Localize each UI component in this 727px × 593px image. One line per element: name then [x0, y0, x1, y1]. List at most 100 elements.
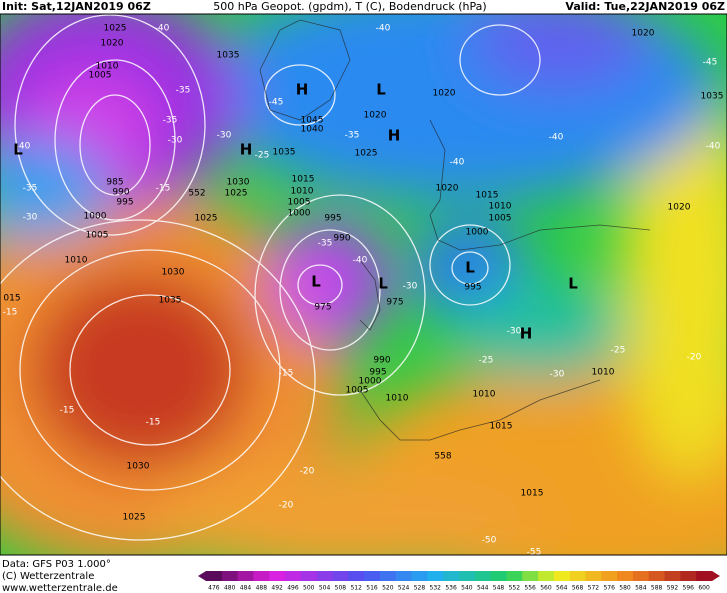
- temperature-label: -30: [168, 136, 183, 146]
- temperature-label: -20: [279, 501, 294, 511]
- pressure-center: L: [13, 141, 23, 159]
- colorbar-label: 480: [224, 585, 236, 592]
- colorbar-label: 532: [430, 585, 442, 592]
- colorbar-label: 556: [524, 585, 536, 592]
- pressure-label: 1035: [159, 296, 182, 306]
- copyright: (C) Wetterzentrale: [2, 571, 94, 582]
- colorbar-label: 552: [509, 585, 521, 592]
- pressure-label: 1015: [292, 175, 315, 185]
- colorbar-swatch: [459, 571, 476, 581]
- colorbar-swatch: [269, 571, 286, 581]
- colorbar-swatch: [490, 571, 507, 581]
- pressure-label: 1035: [273, 148, 296, 158]
- pressure-label: 1015: [476, 191, 499, 201]
- pressure-label: 990: [112, 188, 129, 198]
- temperature-label: -25: [611, 346, 626, 356]
- pressure-label: 1000: [359, 377, 382, 387]
- colorbar-swatch: [443, 571, 460, 581]
- pressure-label: 1020: [668, 203, 691, 213]
- pressure-label: 1010: [65, 256, 88, 266]
- colorbar-label: 560: [540, 585, 552, 592]
- colorbar-swatch: [696, 571, 713, 581]
- colorbar-swatch: [285, 571, 302, 581]
- temperature-label: -35: [176, 86, 191, 96]
- pressure-label: 1030: [162, 268, 185, 278]
- colorbar-swatch: [300, 571, 318, 581]
- colorbar-swatch: [648, 571, 666, 581]
- colorbar-label: 524: [398, 585, 410, 592]
- pressure-label: 995: [116, 198, 133, 208]
- temperature-label: -15: [60, 406, 75, 416]
- pressure-label: 1035: [217, 51, 240, 61]
- temperature-label: -35: [318, 239, 333, 249]
- pressure-label: 995: [324, 214, 341, 224]
- colorbar-label: 600: [698, 585, 710, 592]
- colorbar-swatch: [411, 571, 428, 581]
- data-source: Data: GFS P03 1.000°: [2, 559, 111, 570]
- colorbar-swatch: [348, 571, 365, 581]
- pressure-center: L: [568, 275, 578, 293]
- pressure-label: 1005: [346, 386, 369, 396]
- pressure-center: H: [240, 141, 253, 159]
- colorbar-label: 536: [445, 585, 457, 592]
- init-time: Init: Sat,12JAN2019 06Z: [2, 0, 151, 13]
- temperature-label: -40: [706, 142, 721, 152]
- temperature-label: -30: [217, 131, 232, 141]
- colorbar-label: 580: [619, 585, 631, 592]
- colorbar-swatch: [395, 571, 413, 581]
- colorbar-swatch: [569, 571, 586, 581]
- website: www.wetterzentrale.de: [2, 583, 118, 593]
- pressure-label: 1030: [227, 178, 250, 188]
- colorbar-label: 496: [287, 585, 299, 592]
- colorbar-label: 544: [477, 585, 489, 592]
- colorbar-label: 492: [271, 585, 283, 592]
- colorbar-label: 548: [493, 585, 505, 592]
- pressure-label: 1025: [104, 24, 127, 34]
- pressure-label: 1010: [96, 62, 119, 72]
- temperature-label: -15: [146, 418, 161, 428]
- pressure-label: 1020: [632, 29, 655, 39]
- colorbar-label: 592: [667, 585, 679, 592]
- pressure-label: 975: [386, 298, 403, 308]
- pressure-label: 1025: [123, 513, 146, 523]
- pressure-label: 1010: [592, 368, 615, 378]
- colorbar-swatch: [601, 571, 618, 581]
- colorbar-swatch: [316, 571, 333, 581]
- colorbar-swatch: [632, 571, 650, 581]
- temperature-label: -40: [155, 24, 170, 34]
- colorbar-label: 596: [683, 585, 695, 592]
- map-title: 500 hPa Geopot. (gpdm), T (C), Bodendruc…: [213, 0, 486, 13]
- temperature-label: -35: [345, 131, 360, 141]
- temperature-label: -30: [403, 282, 418, 292]
- map-frame: [0, 13, 727, 556]
- colorbar: 476 480 484 488 492 496 500 504 508 512 516 520 524 5…: [198, 571, 720, 592]
- colorbar-label: 588: [651, 585, 663, 592]
- temperature-label: -20: [300, 467, 315, 477]
- colorbar-swatch: [221, 571, 239, 581]
- colorbar-swatch: [506, 571, 523, 581]
- colorbar-swatch: [427, 571, 444, 581]
- temperature-label: -40: [353, 256, 368, 266]
- pressure-label: 1015: [490, 422, 513, 432]
- pressure-center: L: [378, 275, 388, 293]
- pressure-label: 1000: [288, 209, 311, 219]
- pressure-label: 1010: [386, 394, 409, 404]
- pressure-label: 558: [434, 452, 451, 462]
- temperature-label: -25: [255, 151, 270, 161]
- pressure-label: 990: [373, 356, 390, 366]
- colorbar-swatch: [522, 571, 539, 581]
- temperature-label: -25: [479, 356, 494, 366]
- colorbar-swatch: [364, 571, 381, 581]
- colorbar-arrow-left: [198, 571, 206, 581]
- colorbar-swatch: [332, 571, 349, 581]
- pressure-label: 995: [464, 283, 481, 293]
- colorbar-label: 504: [319, 585, 331, 592]
- valid-time: Valid: Tue,22JAN2019 06Z: [565, 0, 725, 13]
- colorbar-swatch: [538, 571, 555, 581]
- pressure-label: 1015: [521, 489, 544, 499]
- colorbar-swatch: [379, 571, 397, 581]
- colorbar-label: 540: [461, 585, 473, 592]
- temperature-label: -30: [507, 327, 522, 337]
- temperature-label: -35: [23, 184, 38, 194]
